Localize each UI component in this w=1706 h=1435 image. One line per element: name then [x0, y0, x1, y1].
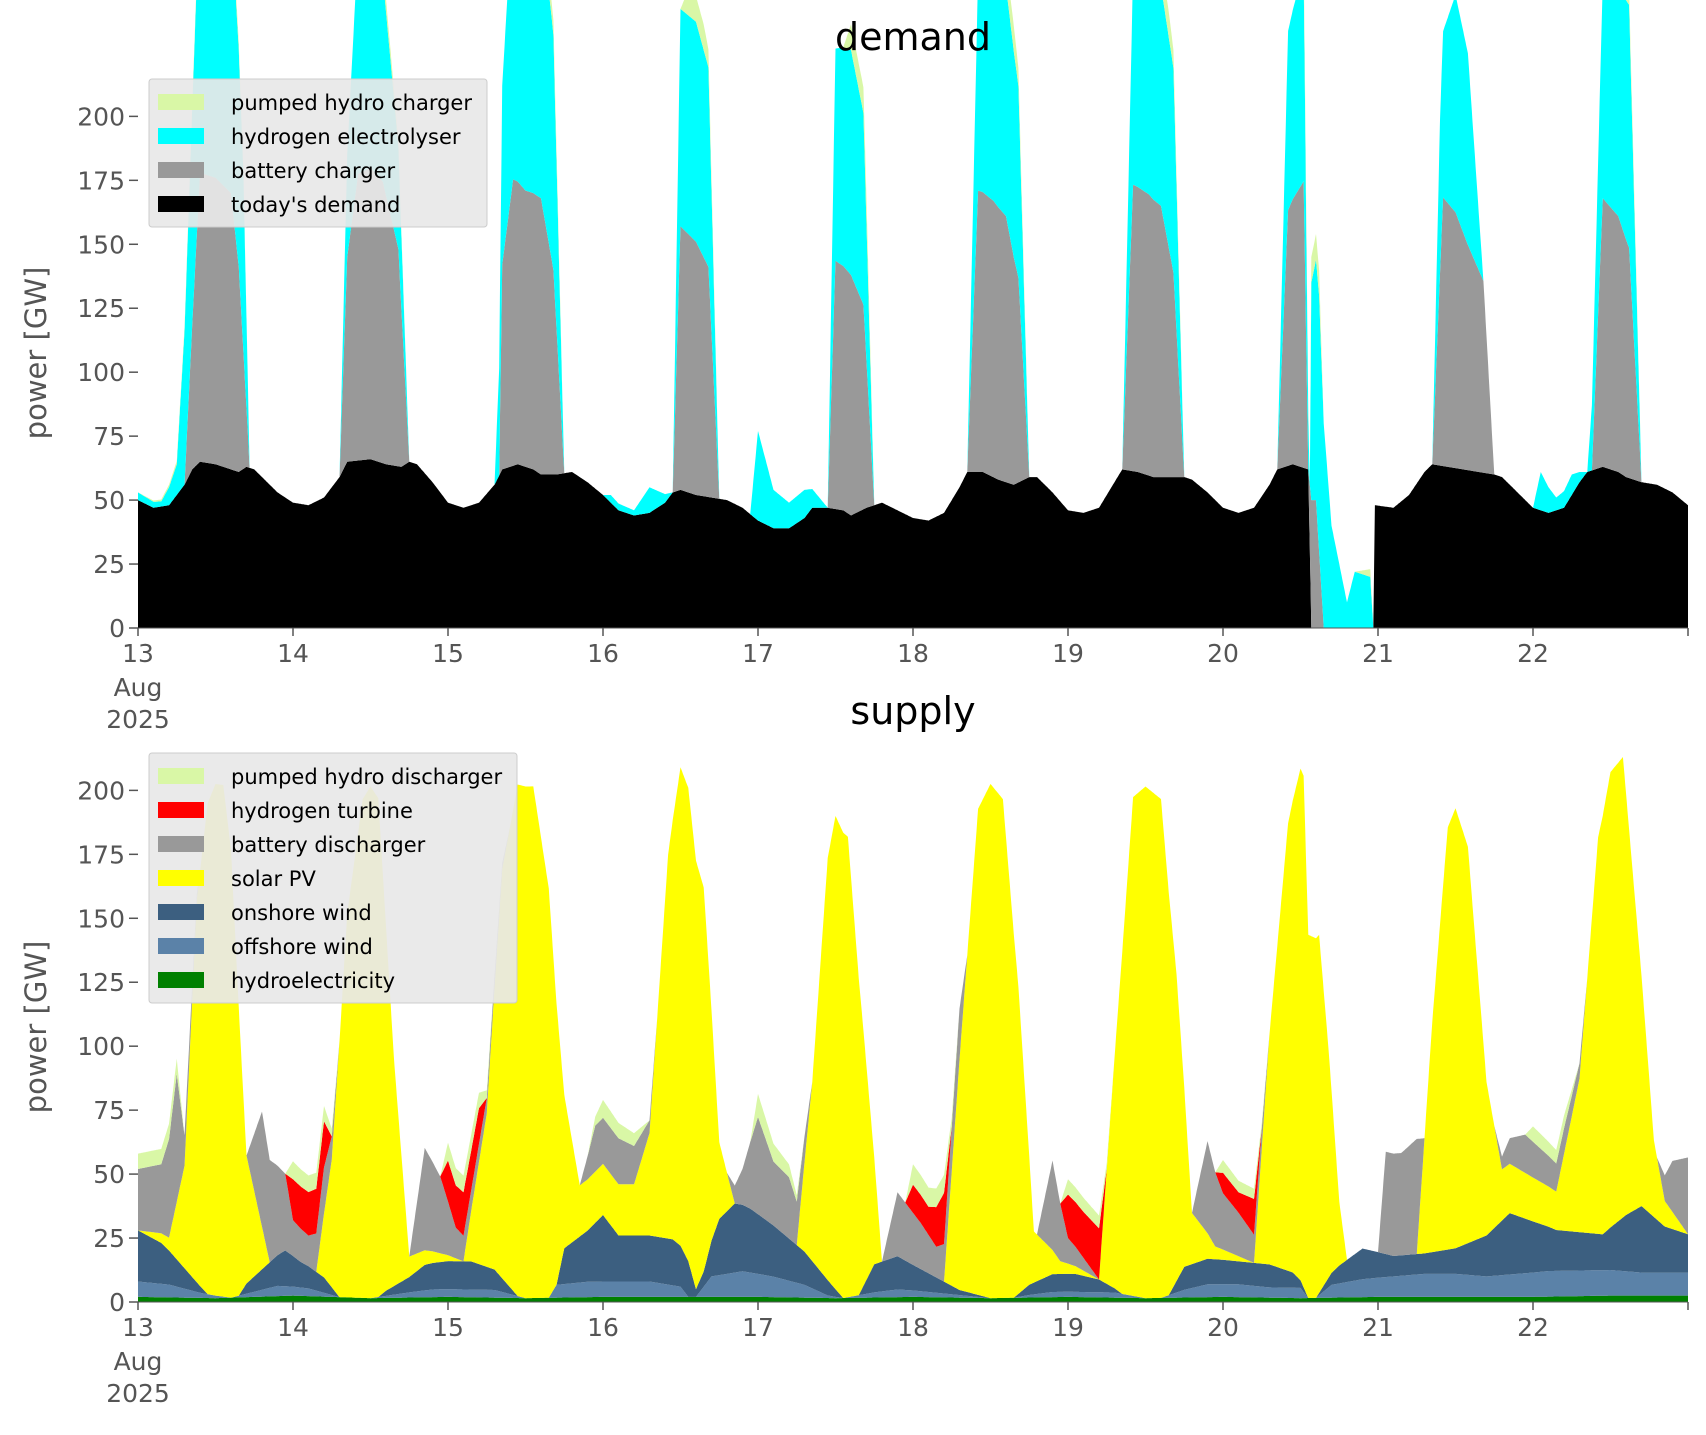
area-battery-discharger: [138, 757, 1688, 1282]
legend-label: offshore wind: [231, 935, 373, 959]
chart-panel-supply: supply power [GW] 0 25 50 75 100 125 150 175 200 13…: [19, 689, 1689, 1408]
y-tick-label: 75: [93, 1096, 125, 1125]
y-tick-label: 175: [77, 166, 125, 195]
y-tick-label: 125: [77, 294, 125, 323]
x-tick-label: 22: [1517, 639, 1549, 668]
x-tick-label: 20: [1207, 639, 1239, 668]
y-tick-label: 175: [77, 840, 125, 869]
y-tick-label: 125: [77, 968, 125, 997]
x-tick-label: 21: [1362, 639, 1394, 668]
area-solar-pv: [138, 757, 1688, 1299]
y-tick-label: 150: [77, 904, 125, 933]
x-tick-sublabel: 2025: [106, 705, 170, 734]
legend-swatch: [158, 938, 204, 954]
legend-label: hydrogen turbine: [231, 799, 413, 823]
y-tick-label: 150: [77, 230, 125, 259]
legend-box: [148, 78, 488, 228]
legend-swatch: [158, 802, 204, 818]
legend-swatch: [158, 94, 204, 110]
x-tick-label: 15: [432, 1313, 464, 1342]
y-tick-label: 200: [77, 776, 125, 805]
legend-swatch: [158, 972, 204, 988]
x-tick-label: 15: [432, 639, 464, 668]
area-hydroelectricity: [138, 1295, 1688, 1302]
y-tick-label: 0: [109, 614, 125, 643]
legend-swatch: [158, 904, 204, 920]
legend-swatch: [158, 162, 204, 178]
legend-swatch: [158, 768, 204, 784]
legend-swatch: [158, 196, 204, 212]
legend-label: hydroelectricity: [231, 969, 395, 993]
y-tick-label: 25: [93, 1224, 125, 1253]
legend-box: [148, 752, 518, 1004]
y-tick-label: 100: [77, 1032, 125, 1061]
x-tick-label: 14: [277, 639, 309, 668]
y-tick-label: 75: [93, 422, 125, 451]
x-tick-label: 20: [1207, 1313, 1239, 1342]
area-onshore-wind: [138, 1203, 1688, 1299]
x-tick-label: 19: [1052, 639, 1084, 668]
legend-swatch: [158, 128, 204, 144]
legend-label: pumped hydro discharger: [231, 765, 502, 789]
x-tick-sublabel: Aug: [114, 673, 163, 702]
chart-panel-demand: demand power [GW] 0 25 50 75 100 125 150 175 200 13…: [19, 0, 1689, 734]
x-tick-sublabel: 2025: [106, 1379, 170, 1408]
legend-label: today's demand: [231, 193, 400, 217]
x-tick-label: 19: [1052, 1313, 1084, 1342]
legend-label: onshore wind: [231, 901, 372, 925]
y-axis-label: power [GW]: [19, 267, 53, 440]
x-tick-label: 18: [897, 1313, 929, 1342]
y-tick-label: 50: [93, 486, 125, 515]
x-tick-label: 17: [742, 1313, 774, 1342]
y-tick-label: 0: [109, 1288, 125, 1317]
area-battery-charger: [138, 167, 1688, 628]
x-tick-label: 16: [587, 639, 619, 668]
legend-label: solar PV: [231, 867, 316, 891]
legend-label: battery discharger: [231, 833, 426, 857]
legend-swatch: [158, 836, 204, 852]
x-tick-label: 16: [587, 1313, 619, 1342]
y-tick-label: 25: [93, 550, 125, 579]
x-tick-sublabel: Aug: [114, 1347, 163, 1376]
legend-swatch: [158, 870, 204, 886]
x-tick-label: 18: [897, 639, 929, 668]
x-tick-label: 17: [742, 639, 774, 668]
x-tick-label: 21: [1362, 1313, 1394, 1342]
legend-label: battery charger: [231, 159, 396, 183]
chart-title: supply: [850, 689, 975, 733]
legend-label: pumped hydro charger: [231, 91, 472, 115]
y-axis-label: power [GW]: [19, 941, 53, 1114]
area-today-s-demand: [138, 459, 1688, 628]
area-hydrogen-electrolyser: [138, 0, 1688, 628]
area-offshore-wind: [138, 1270, 1688, 1299]
y-tick-label: 50: [93, 1160, 125, 1189]
x-tick-label: 22: [1517, 1313, 1549, 1342]
y-tick-label: 100: [77, 358, 125, 387]
x-tick-label: 13: [122, 1313, 154, 1342]
chart-title: demand: [835, 15, 991, 59]
y-tick-label: 200: [77, 102, 125, 131]
legend-label: hydrogen electrolyser: [231, 125, 461, 149]
x-tick-label: 14: [277, 1313, 309, 1342]
x-tick-label: 13: [122, 639, 154, 668]
